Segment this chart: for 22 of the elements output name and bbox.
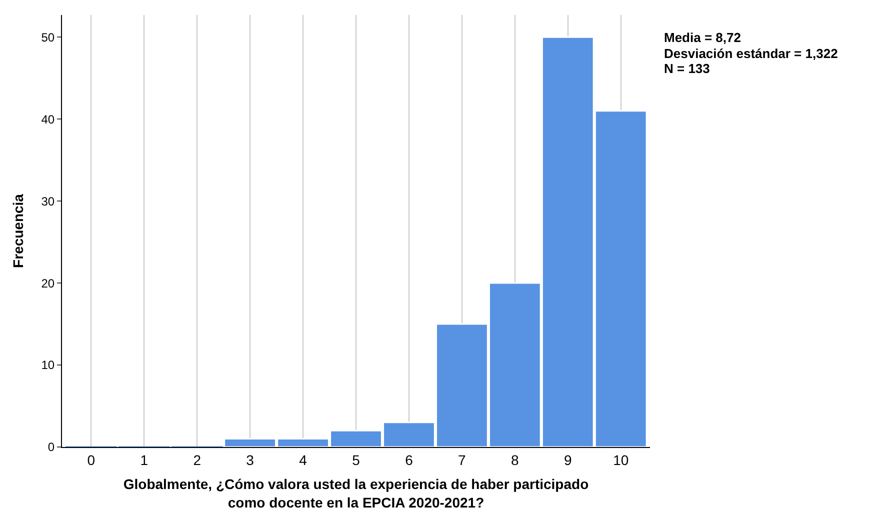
y-tick-label: 10 — [41, 358, 55, 372]
x-axis-title: Globalmente, ¿Cómo valora usted la experiencia de haber participado como docente en la EPCIA 2020-2021? — [123, 476, 589, 510]
x-tick-label: 0 — [87, 452, 96, 468]
text: Media = 8,72 — [664, 30, 741, 45]
y-axis-title: Frecuencia — [10, 194, 26, 268]
x-tick-label: 5 — [352, 452, 360, 468]
x-tick-label: 8 — [511, 452, 520, 468]
text: N = 133 — [664, 61, 710, 76]
x-tick-label: 9 — [564, 452, 572, 468]
x-tick-label: 3 — [246, 452, 254, 468]
y-tick-label: 30 — [41, 194, 55, 208]
text: Desviación estándar = 1,322 — [664, 46, 838, 61]
x-tick-label: 10 — [613, 452, 629, 468]
y-tick-label: 0 — [48, 440, 55, 454]
x-tick-label: 1 — [140, 452, 148, 468]
y-tick-label: 50 — [41, 30, 55, 44]
x-tick-label: 6 — [405, 452, 414, 468]
x-tick-label: 4 — [299, 452, 308, 468]
y-tick-label: 40 — [41, 112, 55, 126]
y-tick-label: 20 — [41, 276, 55, 290]
x-tick-label: 2 — [193, 452, 202, 468]
x-tick-label: 7 — [458, 452, 466, 468]
